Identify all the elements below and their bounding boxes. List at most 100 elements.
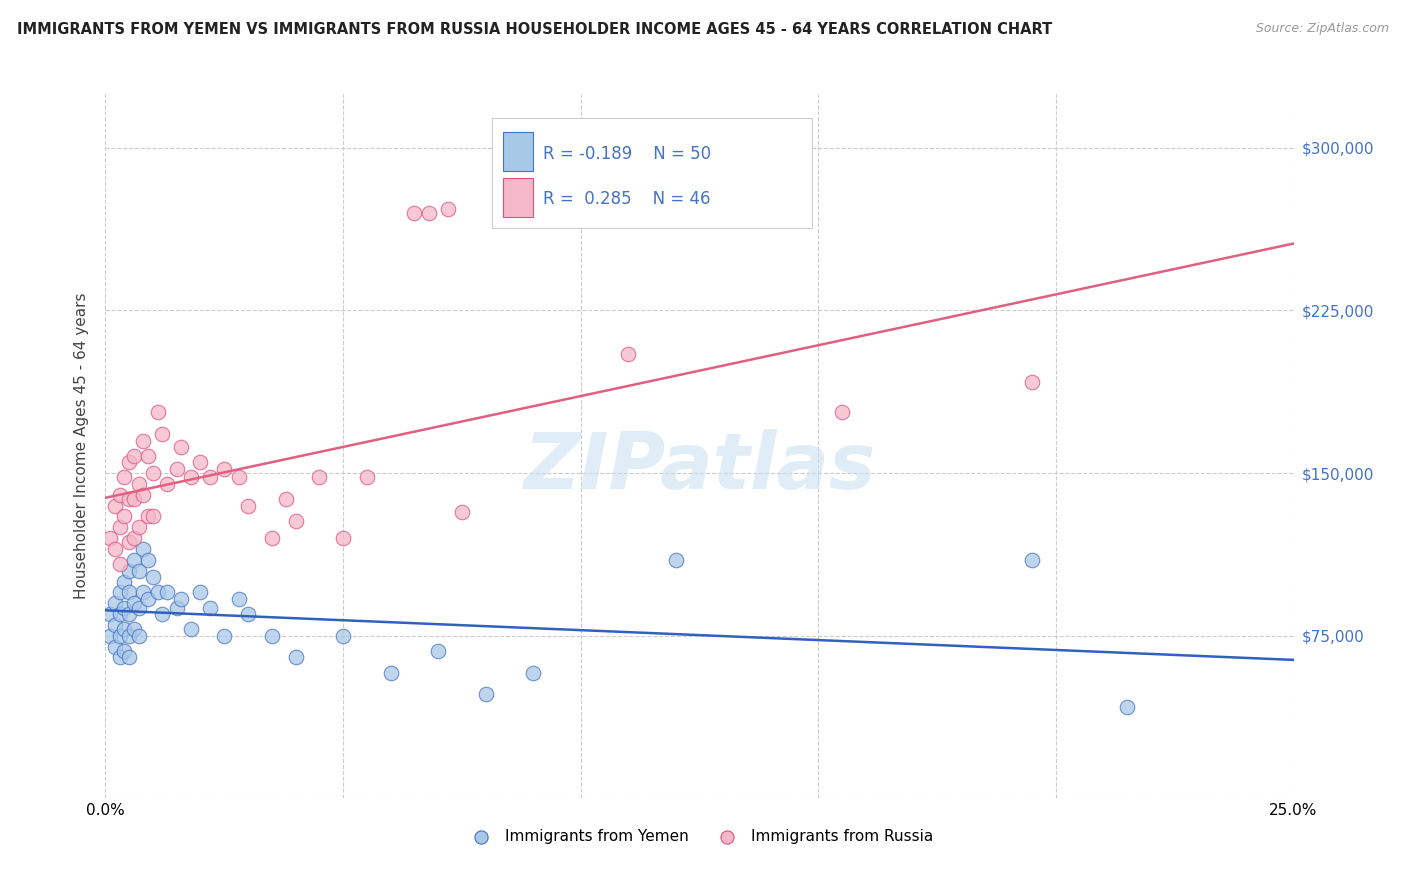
Point: [152, 427, 174, 442]
Point: [122, 622, 145, 636]
Point: [118, 650, 141, 665]
Point: [236, 499, 259, 513]
Point: [122, 596, 145, 610]
Point: [108, 629, 131, 643]
Point: [1116, 700, 1139, 714]
Point: [108, 520, 131, 534]
Text: ZIPatlas: ZIPatlas: [523, 429, 876, 505]
Point: [142, 570, 165, 584]
Point: [166, 462, 188, 476]
Point: [418, 206, 440, 220]
Point: [198, 600, 221, 615]
Point: [190, 455, 212, 469]
Point: [108, 488, 131, 502]
FancyBboxPatch shape: [503, 132, 533, 171]
Point: [132, 585, 155, 599]
FancyBboxPatch shape: [503, 178, 533, 217]
Point: [474, 687, 496, 701]
Point: [104, 618, 127, 632]
Point: [108, 557, 131, 571]
Point: [332, 531, 354, 545]
Point: [166, 600, 188, 615]
Point: [332, 629, 354, 643]
Point: [665, 553, 688, 567]
Point: [522, 665, 544, 680]
Point: [98, 607, 121, 621]
Point: [190, 585, 212, 599]
Point: [122, 492, 145, 507]
Point: [308, 470, 330, 484]
Point: [108, 650, 131, 665]
Point: [236, 607, 259, 621]
Point: [404, 206, 426, 220]
Point: [1021, 375, 1043, 389]
Point: [617, 347, 640, 361]
Point: [180, 622, 202, 636]
Point: [436, 202, 458, 216]
Point: [114, 600, 136, 615]
Point: [214, 629, 236, 643]
Y-axis label: Householder Income Ages 45 - 64 years: Householder Income Ages 45 - 64 years: [75, 293, 90, 599]
Point: [128, 600, 150, 615]
Point: [1021, 553, 1043, 567]
Point: [128, 477, 150, 491]
Point: [118, 535, 141, 549]
Point: [128, 564, 150, 578]
Point: [180, 470, 202, 484]
Point: [214, 462, 236, 476]
Point: [142, 466, 165, 480]
Point: [128, 629, 150, 643]
Point: [198, 470, 221, 484]
Point: [108, 607, 131, 621]
Point: [380, 665, 402, 680]
Text: R =  0.285    N = 46: R = 0.285 N = 46: [543, 190, 710, 209]
Point: [132, 434, 155, 448]
Point: [152, 607, 174, 621]
Point: [128, 520, 150, 534]
Point: [98, 531, 121, 545]
Point: [136, 591, 159, 606]
Point: [228, 470, 250, 484]
Point: [104, 640, 127, 654]
Point: [108, 585, 131, 599]
Point: [136, 449, 159, 463]
Legend: Immigrants from Yemen, Immigrants from Russia: Immigrants from Yemen, Immigrants from R…: [460, 823, 939, 851]
Point: [170, 591, 193, 606]
Point: [156, 477, 179, 491]
Point: [122, 531, 145, 545]
Text: IMMIGRANTS FROM YEMEN VS IMMIGRANTS FROM RUSSIA HOUSEHOLDER INCOME AGES 45 - 64 : IMMIGRANTS FROM YEMEN VS IMMIGRANTS FROM…: [17, 22, 1052, 37]
Point: [114, 644, 136, 658]
Point: [450, 505, 472, 519]
Point: [104, 499, 127, 513]
Point: [118, 607, 141, 621]
Point: [132, 541, 155, 556]
Point: [104, 596, 127, 610]
Point: [831, 405, 853, 419]
Point: [118, 455, 141, 469]
Point: [118, 629, 141, 643]
Point: [136, 553, 159, 567]
Point: [142, 509, 165, 524]
Point: [284, 514, 307, 528]
Text: Source: ZipAtlas.com: Source: ZipAtlas.com: [1256, 22, 1389, 36]
Point: [284, 650, 307, 665]
Point: [104, 541, 127, 556]
Point: [260, 531, 283, 545]
Point: [118, 564, 141, 578]
Point: [170, 440, 193, 454]
Point: [260, 629, 283, 643]
Point: [114, 622, 136, 636]
Point: [136, 509, 159, 524]
Point: [356, 470, 378, 484]
Point: [156, 585, 179, 599]
Point: [98, 629, 121, 643]
Point: [114, 574, 136, 589]
Point: [114, 509, 136, 524]
Point: [132, 488, 155, 502]
FancyBboxPatch shape: [492, 119, 813, 227]
Point: [274, 492, 297, 507]
Point: [146, 405, 169, 419]
Point: [118, 585, 141, 599]
Point: [114, 470, 136, 484]
Point: [122, 553, 145, 567]
